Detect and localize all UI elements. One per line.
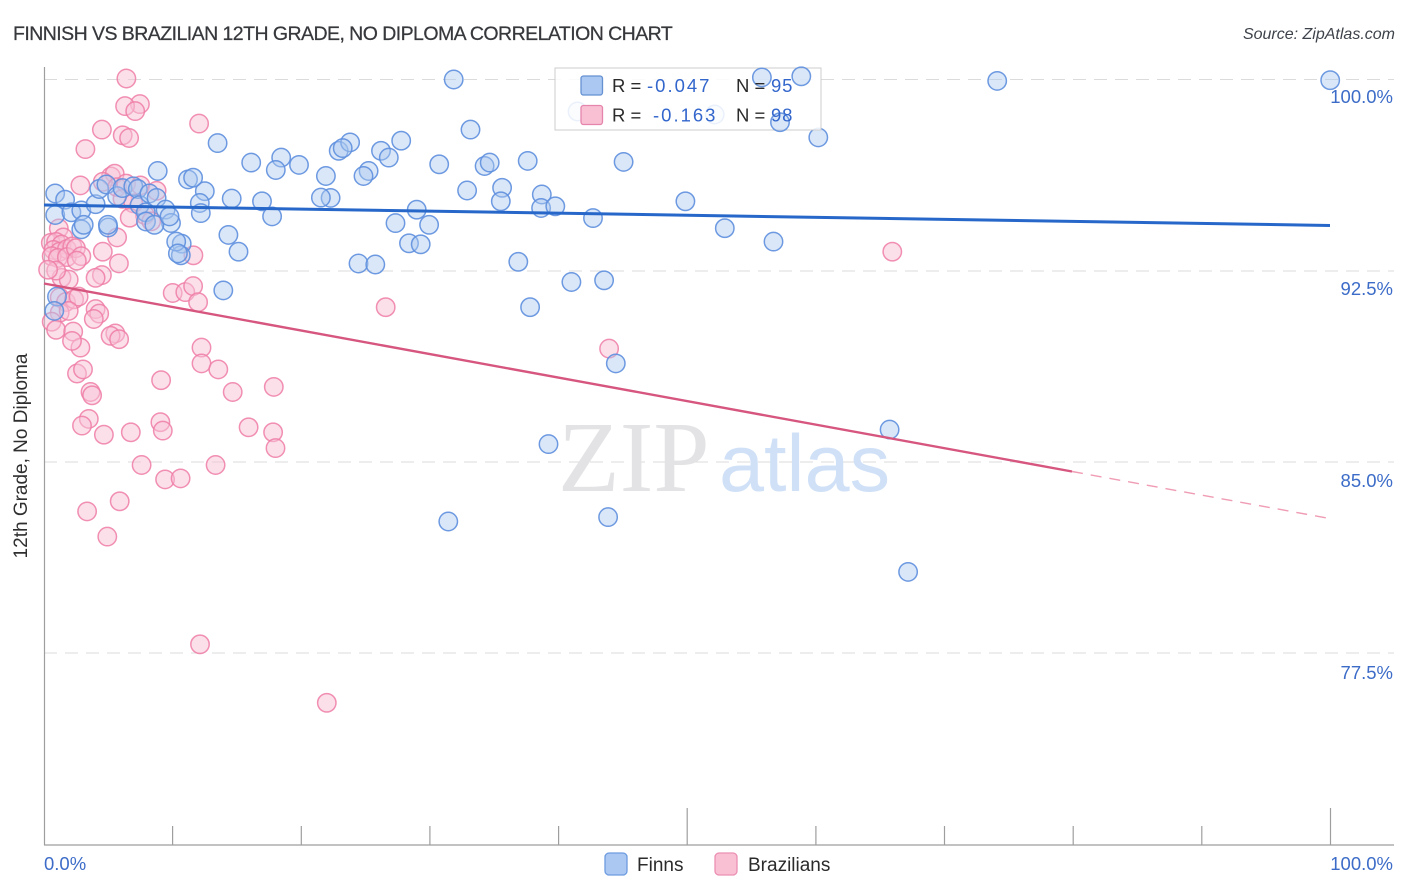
- svg-text:77.5%: 77.5%: [1341, 662, 1393, 683]
- svg-text:R =: R =: [612, 75, 641, 96]
- svg-text:95: 95: [771, 75, 793, 96]
- svg-text:Brazilians: Brazilians: [748, 855, 830, 876]
- svg-text:12th Grade, No Diploma: 12th Grade, No Diploma: [11, 353, 32, 558]
- svg-text:FINNISH VS BRAZILIAN 12TH GRAD: FINNISH VS BRAZILIAN 12TH GRADE, NO DIPL…: [13, 23, 673, 45]
- svg-text:ZIP: ZIP: [558, 401, 710, 513]
- svg-text:85.0%: 85.0%: [1341, 470, 1393, 491]
- svg-text:N =: N =: [736, 105, 765, 126]
- svg-text:98: 98: [771, 105, 793, 126]
- svg-text:0.0%: 0.0%: [44, 853, 86, 874]
- svg-text:92.5%: 92.5%: [1341, 278, 1393, 299]
- svg-text:Source: ZipAtlas.com: Source: ZipAtlas.com: [1243, 26, 1395, 43]
- svg-text:-0.163: -0.163: [653, 105, 717, 126]
- svg-text:N =: N =: [736, 75, 765, 96]
- svg-text:100.0%: 100.0%: [1330, 86, 1393, 107]
- svg-text:-0.047: -0.047: [647, 75, 711, 96]
- svg-text:100.0%: 100.0%: [1330, 853, 1393, 874]
- svg-text:Finns: Finns: [637, 855, 683, 876]
- svg-text:R =: R =: [612, 105, 641, 126]
